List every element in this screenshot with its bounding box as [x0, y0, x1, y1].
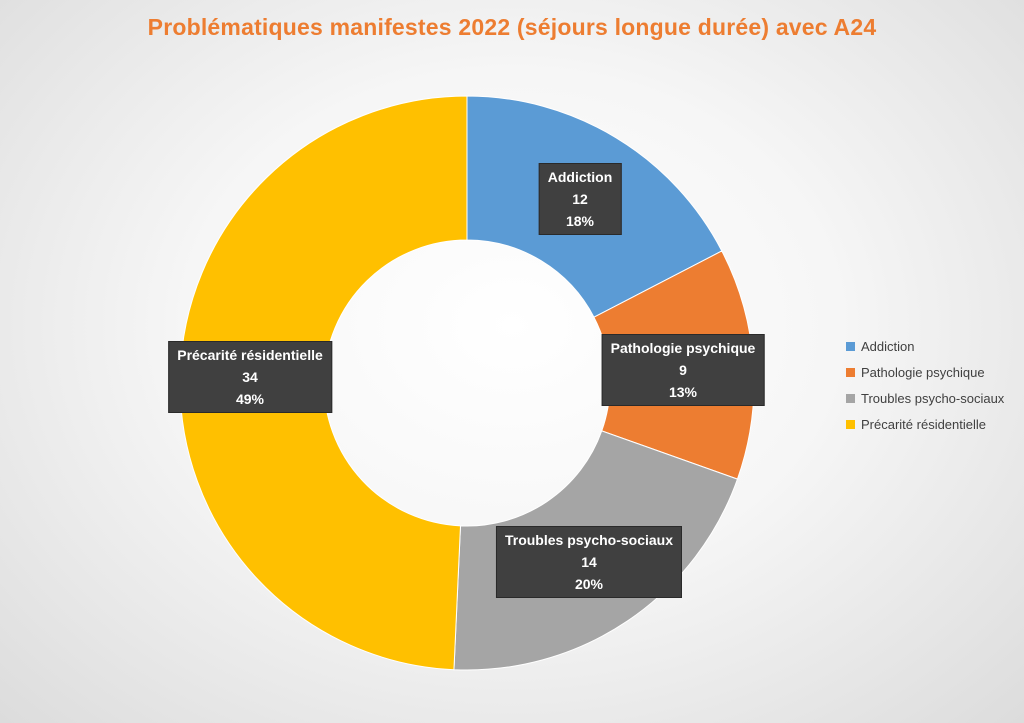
data-label-category: Pathologie psychique [610, 340, 756, 356]
data-label-value: 12 [572, 191, 588, 207]
legend-swatch [846, 393, 855, 403]
data-label-percent: 49% [235, 391, 265, 407]
legend-label: Précarité résidentielle [861, 416, 987, 432]
legend-swatch [846, 419, 855, 429]
legend-swatch [846, 367, 855, 377]
data-label-percent: 18% [565, 213, 595, 229]
data-label-precarite-residentielle: Précarité résidentielle 34 49% [168, 341, 332, 413]
data-label-troubles-psycho-sociaux: Troubles psycho-sociaux 14 20% [495, 526, 683, 598]
data-label-addiction: Addiction 12 18% [538, 163, 622, 235]
data-label-pathologie-psychique: Pathologie psychique 9 13% [601, 334, 765, 406]
legend-label: Pathologie psychique [861, 364, 985, 380]
data-label-category: Précarité résidentielle [177, 347, 323, 363]
data-label-category: Troubles psycho-sociaux [504, 532, 674, 548]
data-label-percent: 13% [668, 384, 698, 400]
data-label-value: 9 [679, 362, 687, 378]
data-label-value: 34 [242, 369, 258, 385]
legend-item: Pathologie psychique [846, 359, 1004, 385]
legend-label: Troubles psycho-sociaux [861, 390, 1005, 406]
legend-item: Précarité résidentielle [846, 411, 1004, 437]
chart-title: Problématiques manifestes 2022 (séjours … [147, 14, 877, 40]
data-label-value: 14 [581, 554, 597, 570]
legend-swatch [846, 341, 855, 351]
data-label-percent: 20% [574, 576, 604, 592]
legend-item: Addiction [846, 333, 1004, 359]
chart-legend: Addiction Pathologie psychique Troubles ps… [846, 333, 1004, 437]
data-label-category: Addiction [547, 169, 613, 185]
legend-label: Addiction [861, 338, 915, 354]
legend-item: Troubles psycho-sociaux [846, 385, 1004, 411]
